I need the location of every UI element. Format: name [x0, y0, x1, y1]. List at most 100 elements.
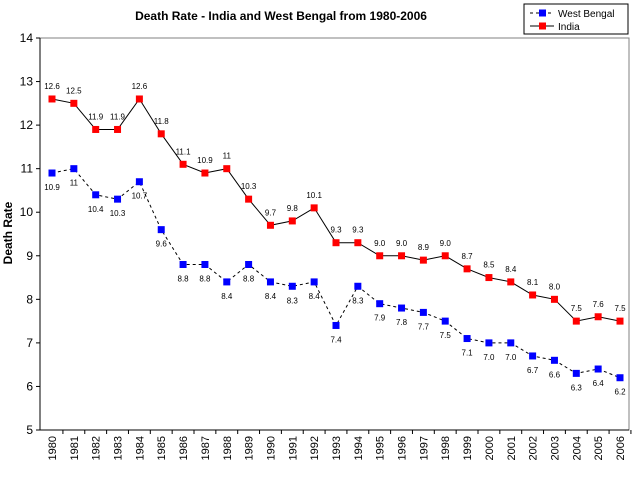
data-label: 8.9: [418, 243, 430, 252]
y-tick-label: 5: [26, 423, 33, 437]
data-point: [616, 317, 624, 325]
data-label: 7.9: [374, 314, 386, 323]
y-tick-label: 10: [20, 205, 34, 219]
data-label: 7.1: [462, 349, 474, 358]
x-tick-label: 1983: [113, 436, 125, 460]
data-point: [332, 321, 340, 329]
data-label: 6.7: [527, 366, 539, 375]
data-point: [398, 304, 406, 312]
data-label: 9.0: [440, 239, 452, 248]
x-tick-label: 1986: [178, 436, 190, 460]
data-point: [594, 365, 602, 373]
data-label: 10.9: [197, 156, 213, 165]
x-tick-label: 1989: [244, 436, 256, 460]
data-point: [463, 265, 471, 273]
data-point: [266, 221, 274, 229]
x-tick-label: 1988: [222, 436, 234, 460]
data-label: 11.9: [110, 112, 126, 121]
data-point: [92, 191, 100, 199]
data-label: 11.8: [154, 117, 170, 126]
x-tick-label: 1993: [331, 436, 343, 460]
x-tick-label: 2005: [593, 436, 605, 460]
data-point: [179, 260, 187, 268]
x-tick-label: 1994: [353, 436, 365, 460]
data-point: [332, 239, 340, 247]
data-point: [441, 317, 449, 325]
data-point: [245, 195, 253, 203]
data-label: 8.3: [287, 296, 299, 305]
data-point: [48, 95, 56, 103]
data-label: 9.7: [265, 208, 277, 217]
data-point: [419, 308, 427, 316]
data-point: [92, 125, 100, 133]
data-point: [550, 295, 558, 303]
x-tick-label: 2004: [571, 436, 583, 460]
data-point: [70, 165, 78, 173]
y-tick-label: 11: [21, 162, 34, 176]
data-label: 8.4: [265, 292, 277, 301]
data-label: 8.3: [352, 296, 364, 305]
data-label: 9.0: [374, 239, 386, 248]
data-label: 8.5: [483, 261, 495, 270]
data-label: 8.8: [178, 274, 190, 283]
data-label: 12.6: [132, 82, 148, 91]
data-point: [114, 195, 122, 203]
data-point: [529, 291, 537, 299]
y-tick-label: 8: [26, 292, 33, 306]
legend-label: India: [558, 22, 580, 33]
data-point: [288, 217, 296, 225]
y-tick-label: 9: [26, 249, 33, 263]
x-tick-label: 1982: [91, 436, 103, 460]
x-tick-label: 2001: [506, 436, 518, 460]
x-tick-label: 1992: [309, 436, 321, 460]
data-label: 7.0: [505, 353, 517, 362]
data-point: [441, 252, 449, 260]
data-label: 7.8: [396, 318, 408, 327]
data-label: 12.5: [66, 86, 82, 95]
data-label: 8.7: [462, 252, 474, 261]
data-label: 9.0: [396, 239, 408, 248]
data-label: 8.0: [549, 282, 561, 291]
data-label: 10.7: [132, 192, 148, 201]
data-label: 10.9: [44, 183, 60, 192]
plot-area: 5 6 7 8 9 10 11 12 13 14 1980 1981 1982 1983 1984 1985 1…: [20, 31, 632, 460]
data-point: [157, 226, 165, 234]
data-point: [135, 95, 143, 103]
data-point: [310, 278, 318, 286]
legend-marker: [539, 22, 546, 30]
y-tick-label: 6: [26, 379, 33, 393]
data-label: 7.4: [330, 335, 342, 344]
x-tick-label: 1991: [287, 436, 299, 460]
data-point: [376, 300, 384, 308]
data-label: 9.6: [156, 240, 168, 249]
data-point: [157, 130, 165, 138]
data-label: 11: [223, 152, 232, 161]
x-tick-label: 2000: [484, 436, 496, 460]
legend: West Bengal India: [523, 3, 629, 35]
data-point: [550, 356, 558, 364]
x-tick-label: 1990: [265, 436, 277, 460]
data-point: [266, 278, 274, 286]
data-label: 10.3: [110, 209, 126, 218]
data-point: [354, 282, 362, 290]
x-tick-label: 1999: [462, 436, 474, 460]
data-point: [507, 339, 515, 347]
data-point: [572, 317, 580, 325]
x-tick-label: 1985: [156, 436, 168, 460]
y-axis-label: Death Rate: [1, 201, 15, 264]
legend-label: West Bengal: [558, 9, 615, 20]
data-point: [48, 169, 56, 177]
data-label: 8.4: [505, 265, 517, 274]
data-label: 11.9: [88, 112, 104, 121]
data-label: 6.3: [571, 383, 583, 392]
data-label: 7.0: [483, 353, 495, 362]
data-point: [485, 339, 493, 347]
x-tick-label: 1981: [69, 436, 81, 460]
x-tick-label: 1984: [134, 436, 146, 460]
data-point: [70, 99, 78, 107]
y-tick-label: 13: [20, 75, 34, 89]
data-point: [485, 274, 493, 282]
data-label: 6.2: [614, 388, 626, 397]
data-label: 9.3: [330, 226, 342, 235]
